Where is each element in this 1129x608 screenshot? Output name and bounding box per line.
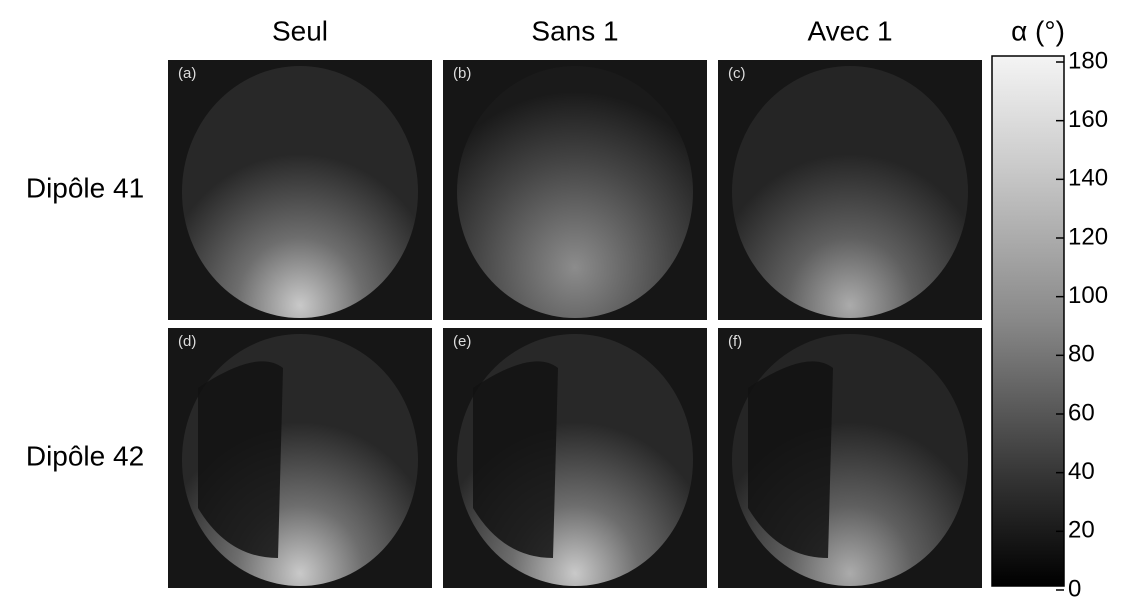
tick-label: 40	[1068, 458, 1095, 485]
tick-label: 140	[1068, 165, 1108, 192]
column-title: Seul	[272, 15, 328, 46]
panel-label: (c)	[728, 65, 746, 82]
panel-label: (a)	[178, 65, 196, 82]
panel-label: (d)	[178, 333, 196, 350]
tick-label: 100	[1068, 282, 1108, 309]
column-title: Sans 1	[531, 15, 618, 46]
colorbar-label: α (°)	[1011, 15, 1065, 46]
colorbar	[991, 55, 1065, 587]
row-title: Dipôle 41	[26, 172, 144, 203]
dark-region	[198, 361, 283, 558]
row-title: Dipôle 42	[26, 440, 144, 471]
panel-label: (b)	[453, 65, 471, 82]
column-title: Avec 1	[807, 15, 892, 46]
tick-label: 180	[1068, 47, 1108, 74]
tick-label: 60	[1068, 399, 1095, 426]
field-map	[457, 66, 693, 318]
tick-label: 20	[1068, 517, 1095, 544]
panel-label: (f)	[728, 333, 742, 350]
dark-region	[748, 361, 833, 558]
tick-label: 0	[1068, 575, 1081, 602]
field-map	[732, 66, 968, 318]
tick-label: 160	[1068, 106, 1108, 133]
tick-label: 120	[1068, 223, 1108, 250]
tick-label: 80	[1068, 341, 1095, 368]
field-map	[182, 66, 418, 318]
dark-region	[473, 361, 558, 558]
panel-label: (e)	[453, 333, 471, 350]
